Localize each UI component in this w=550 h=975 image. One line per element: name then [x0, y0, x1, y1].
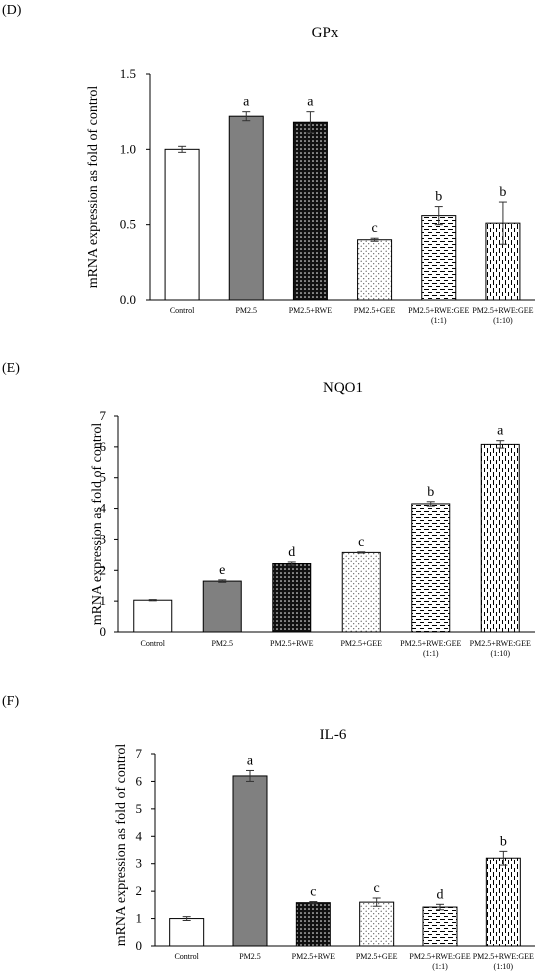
- y-tick-label: 7: [136, 746, 143, 761]
- panel-f: (F) IL-6 mRNA expression as fold of cont…: [2, 694, 535, 971]
- bar: [485, 857, 521, 947]
- bar: [164, 148, 200, 301]
- bar: [422, 906, 458, 947]
- bar: [411, 503, 451, 633]
- chart-title-gpx: GPx: [312, 25, 339, 41]
- y-tick-label: 3: [100, 531, 107, 546]
- x-tick-label: PM2.5+RWE:GEE: [470, 639, 531, 648]
- y-tick-label: 2: [136, 883, 143, 898]
- chart-title-il6: IL-6: [320, 727, 347, 743]
- significance-letter: a: [497, 424, 504, 439]
- y-tick-label: 4: [136, 828, 143, 843]
- x-tick-label: PM2.5+RWE: [292, 952, 336, 961]
- x-tick-label: (1:10): [493, 316, 513, 325]
- x-tick-label: (1:1): [423, 649, 439, 658]
- significance-letter: e: [219, 563, 225, 578]
- x-tick-label: PM2.5+RWE:GEE: [408, 306, 469, 315]
- x-tick-label: PM2.5: [239, 952, 261, 961]
- bar: [295, 902, 331, 947]
- x-tick-label: PM2.5+GEE: [340, 639, 382, 648]
- x-tick-label: PM2.5+GEE: [356, 952, 398, 961]
- y-tick-label: 0: [100, 624, 107, 639]
- significance-letter: d: [288, 545, 295, 560]
- bar: [359, 901, 395, 947]
- x-tick-label: PM2.5: [235, 306, 257, 315]
- il6-bar-chart: 0 1 2 3 4 5 6 7 Control a PM2.5 c PM2.5+RWE c PM2.5+GE…: [136, 746, 535, 971]
- x-tick-label: Control: [141, 639, 166, 648]
- x-tick-label: Control: [170, 306, 195, 315]
- y-tick-label: 4: [100, 501, 107, 516]
- significance-letter: b: [499, 185, 506, 200]
- bar: [202, 580, 242, 633]
- x-tick-label: (1:1): [432, 962, 448, 971]
- y-tick-label: 0.0: [120, 292, 136, 307]
- y-tick-label: 1: [100, 593, 107, 608]
- y-tick-label: 0.5: [120, 217, 136, 232]
- gpx-bar-chart: 0.0 0.5 1.0 1.5 Control a PM2.5 a PM2.5+RWE c PM2.…: [120, 66, 535, 325]
- y-tick-label: 6: [100, 439, 107, 454]
- x-tick-label: PM2.5+RWE:GEE: [409, 952, 470, 961]
- x-tick-label: Control: [174, 952, 199, 961]
- x-tick-label: PM2.5+RWE:GEE: [472, 306, 533, 315]
- bar: [421, 215, 457, 301]
- bar: [341, 551, 381, 633]
- significance-letter: a: [307, 95, 314, 110]
- panel-label-f: (F): [2, 694, 19, 709]
- bar: [228, 115, 264, 301]
- y-axis-label-nqo1: mRNA expression as fold of control: [90, 423, 105, 626]
- y-tick-label: 5: [100, 470, 107, 485]
- bar: [169, 918, 205, 947]
- x-tick-label: PM2.5: [211, 639, 233, 648]
- y-tick-label: 1.0: [120, 141, 136, 156]
- y-axis-label-il6: mRNA expression as fold of control: [114, 744, 129, 947]
- y-tick-label: 2: [100, 562, 107, 577]
- panel-d: (D) GPx mRNA expression as fold of contr…: [2, 3, 535, 325]
- x-tick-label: PM2.5+RWE:GEE: [400, 639, 461, 648]
- y-tick-label: 7: [100, 408, 107, 423]
- significance-letter: c: [310, 885, 316, 900]
- y-tick-label: 0: [136, 938, 143, 953]
- significance-letter: b: [427, 485, 434, 500]
- panel-label-e: (E): [2, 361, 20, 376]
- x-tick-label: (1:10): [490, 649, 510, 658]
- significance-letter: c: [374, 881, 380, 896]
- y-tick-label: 3: [136, 856, 143, 871]
- significance-letter: d: [437, 887, 444, 902]
- significance-letter: c: [371, 221, 377, 236]
- significance-letter: b: [435, 190, 442, 205]
- x-tick-label: PM2.5+GEE: [354, 306, 396, 315]
- bar: [357, 239, 393, 301]
- y-tick-label: 1.5: [120, 66, 136, 81]
- significance-letter: a: [247, 753, 254, 768]
- x-tick-label: PM2.5+RWE:GEE: [473, 952, 534, 961]
- panel-e: (E) NQO1 mRNA expression as fold of cont…: [2, 361, 535, 658]
- y-tick-label: 6: [136, 773, 143, 788]
- significance-letter: a: [243, 95, 250, 110]
- x-tick-label: PM2.5+RWE: [270, 639, 314, 648]
- significance-letter: b: [500, 834, 507, 849]
- x-tick-label: (1:1): [431, 316, 447, 325]
- y-axis-label-gpx: mRNA expression as fold of control: [86, 86, 101, 289]
- bar: [272, 562, 312, 633]
- chart-title-nqo1: NQO1: [323, 380, 363, 396]
- bar: [480, 443, 520, 633]
- bar: [232, 775, 268, 947]
- bar: [133, 599, 173, 633]
- x-tick-label: PM2.5+RWE: [289, 306, 333, 315]
- panel-label-d: (D): [2, 3, 22, 18]
- x-tick-label: (1:10): [494, 962, 514, 971]
- significance-letter: c: [358, 535, 364, 550]
- nqo1-bar-chart: 0 1 2 3 4 5 6 7 Control e PM2.5 d PM2.5+RWE c PM2.5+GE…: [100, 408, 535, 658]
- y-tick-label: 5: [136, 801, 143, 816]
- bar: [292, 121, 328, 301]
- y-tick-label: 1: [136, 911, 143, 926]
